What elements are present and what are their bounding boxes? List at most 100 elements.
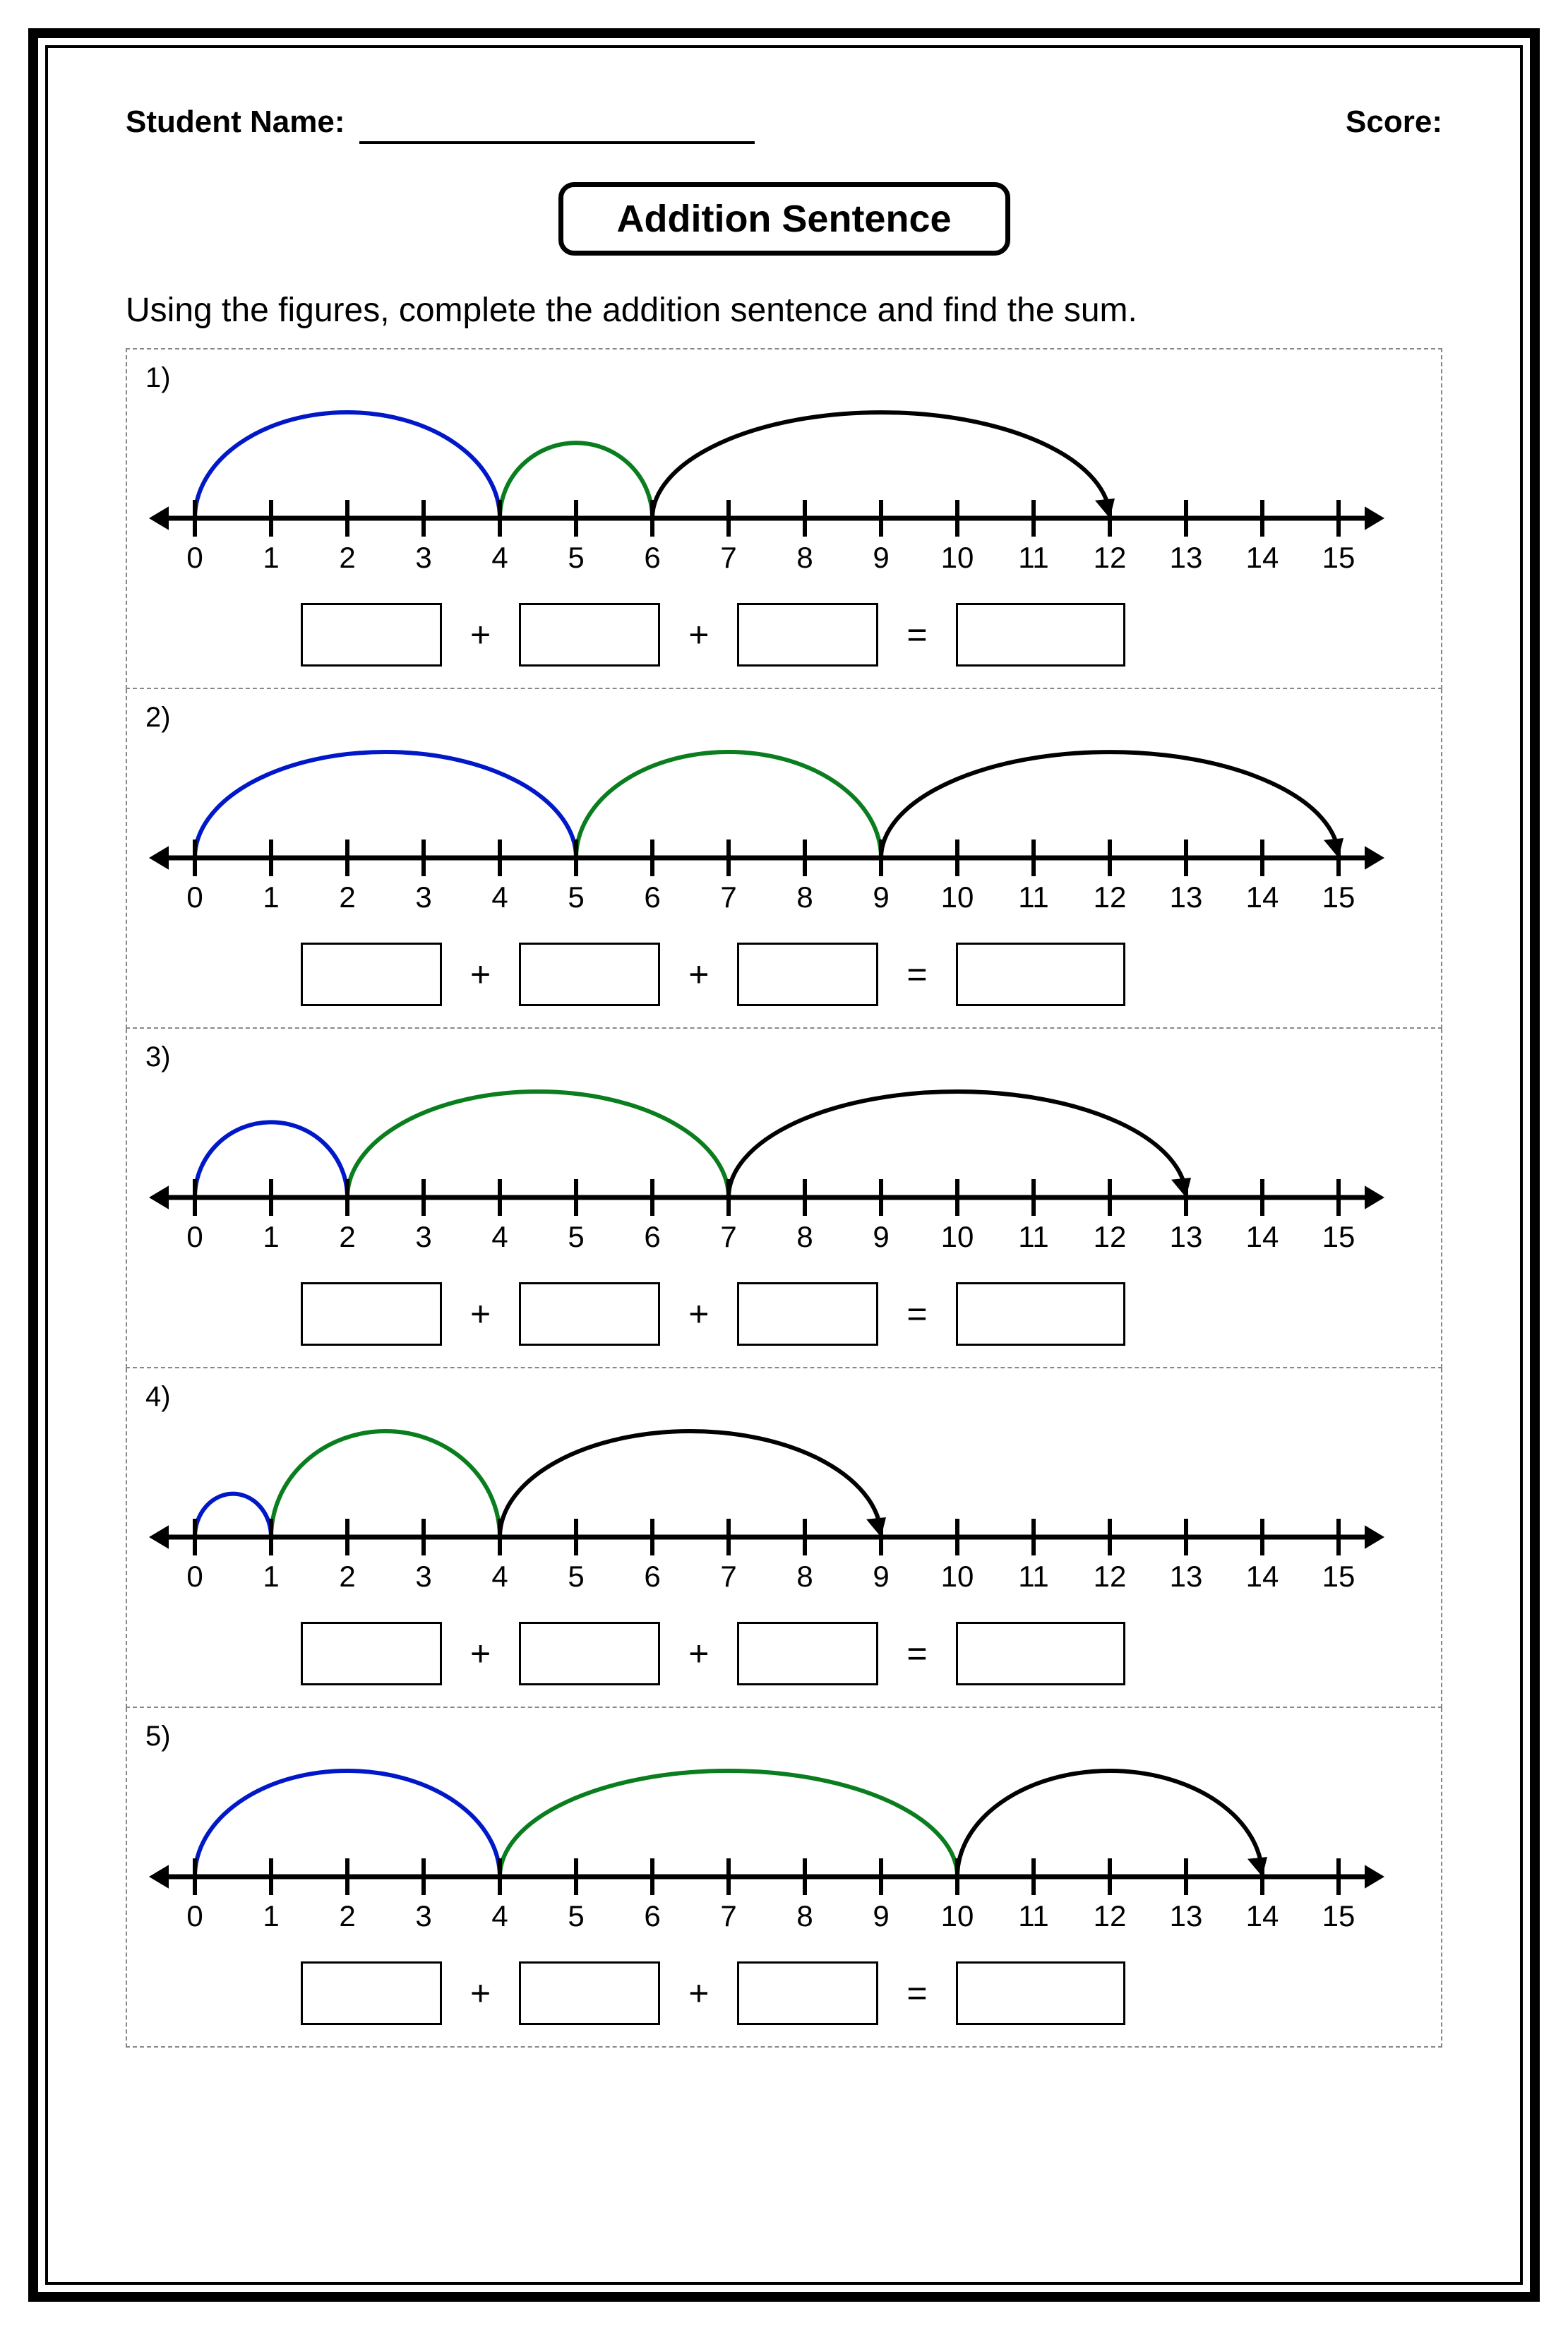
axis-tick-label: 14 bbox=[1246, 541, 1279, 574]
number-line-wrap: 0123456789101112131415 bbox=[145, 1417, 1423, 1601]
axis-tick-label: 6 bbox=[644, 1560, 660, 1593]
equals-operator: = bbox=[906, 954, 927, 995]
sum-box[interactable] bbox=[956, 603, 1125, 667]
axis-tick-label: 13 bbox=[1170, 1220, 1203, 1253]
axis-tick-label: 10 bbox=[941, 541, 974, 574]
number-line-wrap: 0123456789101112131415 bbox=[145, 738, 1423, 921]
axis-tick-label: 7 bbox=[720, 1560, 736, 1593]
axis-tick-label: 3 bbox=[415, 1560, 431, 1593]
axis-tick-label: 7 bbox=[720, 541, 736, 574]
equation-row: + + = bbox=[145, 943, 1423, 1006]
number-line-wrap: 0123456789101112131415 bbox=[145, 1077, 1423, 1261]
axis-tick-label: 10 bbox=[941, 1899, 974, 1932]
sum-box[interactable] bbox=[956, 1622, 1125, 1685]
jump-arc bbox=[347, 1092, 729, 1197]
student-name-blank[interactable] bbox=[359, 141, 755, 144]
axis-tick-label: 5 bbox=[568, 1899, 584, 1932]
addend-box-1[interactable] bbox=[301, 943, 442, 1006]
axis-arrow-right bbox=[1365, 506, 1384, 530]
addend-box-3[interactable] bbox=[737, 603, 878, 667]
plus-operator: + bbox=[688, 954, 709, 995]
number-line: 0123456789101112131415 bbox=[145, 1417, 1388, 1601]
equation-row: ++= bbox=[145, 1282, 1423, 1346]
axis-tick-label: 10 bbox=[941, 880, 974, 914]
addend-box-1[interactable] bbox=[301, 1282, 442, 1346]
problem: 4)0123456789101112131415++= bbox=[126, 1368, 1442, 1708]
sum-box[interactable] bbox=[956, 943, 1125, 1006]
axis-tick-label: 8 bbox=[796, 1220, 813, 1253]
student-name-field: Student Name: bbox=[126, 104, 755, 140]
axis-tick-label: 11 bbox=[1018, 541, 1049, 574]
addend-box-2[interactable] bbox=[519, 1961, 660, 2025]
axis-tick-label: 2 bbox=[339, 1560, 355, 1593]
number-line: 0123456789101112131415 bbox=[145, 1757, 1388, 1940]
addend-box-3[interactable] bbox=[737, 1282, 878, 1346]
axis-tick-label: 11 bbox=[1018, 1899, 1049, 1932]
problem-number: 4) bbox=[145, 1381, 1423, 1413]
axis-tick-label: 12 bbox=[1094, 880, 1127, 914]
axis-tick-label: 14 bbox=[1246, 880, 1279, 914]
number-line: 0123456789101112131415 bbox=[145, 738, 1388, 921]
axis-tick-label: 11 bbox=[1018, 880, 1049, 914]
problem-number: 1) bbox=[145, 362, 1423, 394]
addend-box-3[interactable] bbox=[737, 1961, 878, 2025]
axis-arrow-left bbox=[149, 846, 169, 870]
number-line-wrap: 0123456789101112131415 bbox=[145, 398, 1423, 582]
axis-tick-label: 13 bbox=[1170, 1899, 1203, 1932]
addend-box-3[interactable] bbox=[737, 1622, 878, 1685]
addend-box-2[interactable] bbox=[519, 603, 660, 667]
axis-tick-label: 6 bbox=[644, 1899, 660, 1932]
addend-box-1[interactable] bbox=[301, 1961, 442, 2025]
axis-tick-label: 13 bbox=[1170, 541, 1203, 574]
axis-tick-label: 8 bbox=[796, 541, 813, 574]
axis-tick-label: 2 bbox=[339, 1899, 355, 1932]
axis-tick-label: 3 bbox=[415, 1220, 431, 1253]
student-name-label: Student Name: bbox=[126, 104, 345, 139]
axis-tick-label: 0 bbox=[186, 1220, 203, 1253]
problem: 1)0123456789101112131415++= bbox=[126, 348, 1442, 689]
axis-tick-label: 2 bbox=[339, 1220, 355, 1253]
sum-box[interactable] bbox=[956, 1961, 1125, 2025]
axis-tick-label: 10 bbox=[941, 1560, 974, 1593]
axis-tick-label: 12 bbox=[1094, 1220, 1127, 1253]
axis-tick-label: 4 bbox=[491, 880, 508, 914]
plus-operator: + bbox=[688, 1973, 709, 2014]
plus-operator: + bbox=[470, 954, 491, 995]
axis-tick-label: 1 bbox=[263, 1899, 279, 1932]
axis-tick-label: 1 bbox=[263, 1560, 279, 1593]
axis-tick-label: 1 bbox=[263, 880, 279, 914]
axis-tick-label: 7 bbox=[720, 1899, 736, 1932]
equals-operator: = bbox=[906, 1294, 927, 1334]
addend-box-3[interactable] bbox=[737, 943, 878, 1006]
worksheet-title: Addition Sentence bbox=[558, 182, 1010, 256]
axis-tick-label: 13 bbox=[1170, 880, 1203, 914]
axis-tick-label: 0 bbox=[186, 541, 203, 574]
jump-arc bbox=[195, 1494, 271, 1537]
axis-tick-label: 14 bbox=[1246, 1899, 1279, 1932]
addend-box-2[interactable] bbox=[519, 1282, 660, 1346]
addend-box-2[interactable] bbox=[519, 1622, 660, 1685]
axis-tick-label: 8 bbox=[796, 880, 813, 914]
sum-box[interactable] bbox=[956, 1282, 1125, 1346]
axis-tick-label: 1 bbox=[263, 541, 279, 574]
axis-arrow-left bbox=[149, 1525, 169, 1549]
axis-tick-label: 3 bbox=[415, 880, 431, 914]
axis-arrow-right bbox=[1365, 1865, 1384, 1889]
addend-box-2[interactable] bbox=[519, 943, 660, 1006]
addend-box-1[interactable] bbox=[301, 603, 442, 667]
axis-tick-label: 13 bbox=[1170, 1560, 1203, 1593]
axis-tick-label: 7 bbox=[720, 1220, 736, 1253]
addend-box-1[interactable] bbox=[301, 1622, 442, 1685]
equation-row: + + = bbox=[145, 1961, 1423, 2025]
equals-operator: = bbox=[906, 1973, 927, 2014]
plus-operator: + bbox=[470, 1973, 491, 2014]
problem: 3)0123456789101112131415++= bbox=[126, 1029, 1442, 1368]
axis-tick-label: 0 bbox=[186, 1899, 203, 1932]
axis-tick-label: 15 bbox=[1322, 1220, 1355, 1253]
plus-operator: + bbox=[470, 1633, 491, 1674]
axis-tick-label: 15 bbox=[1322, 1560, 1355, 1593]
axis-tick-label: 3 bbox=[415, 541, 431, 574]
problem-number: 3) bbox=[145, 1041, 1423, 1073]
axis-tick-label: 14 bbox=[1246, 1560, 1279, 1593]
equation-row: ++= bbox=[145, 603, 1423, 667]
